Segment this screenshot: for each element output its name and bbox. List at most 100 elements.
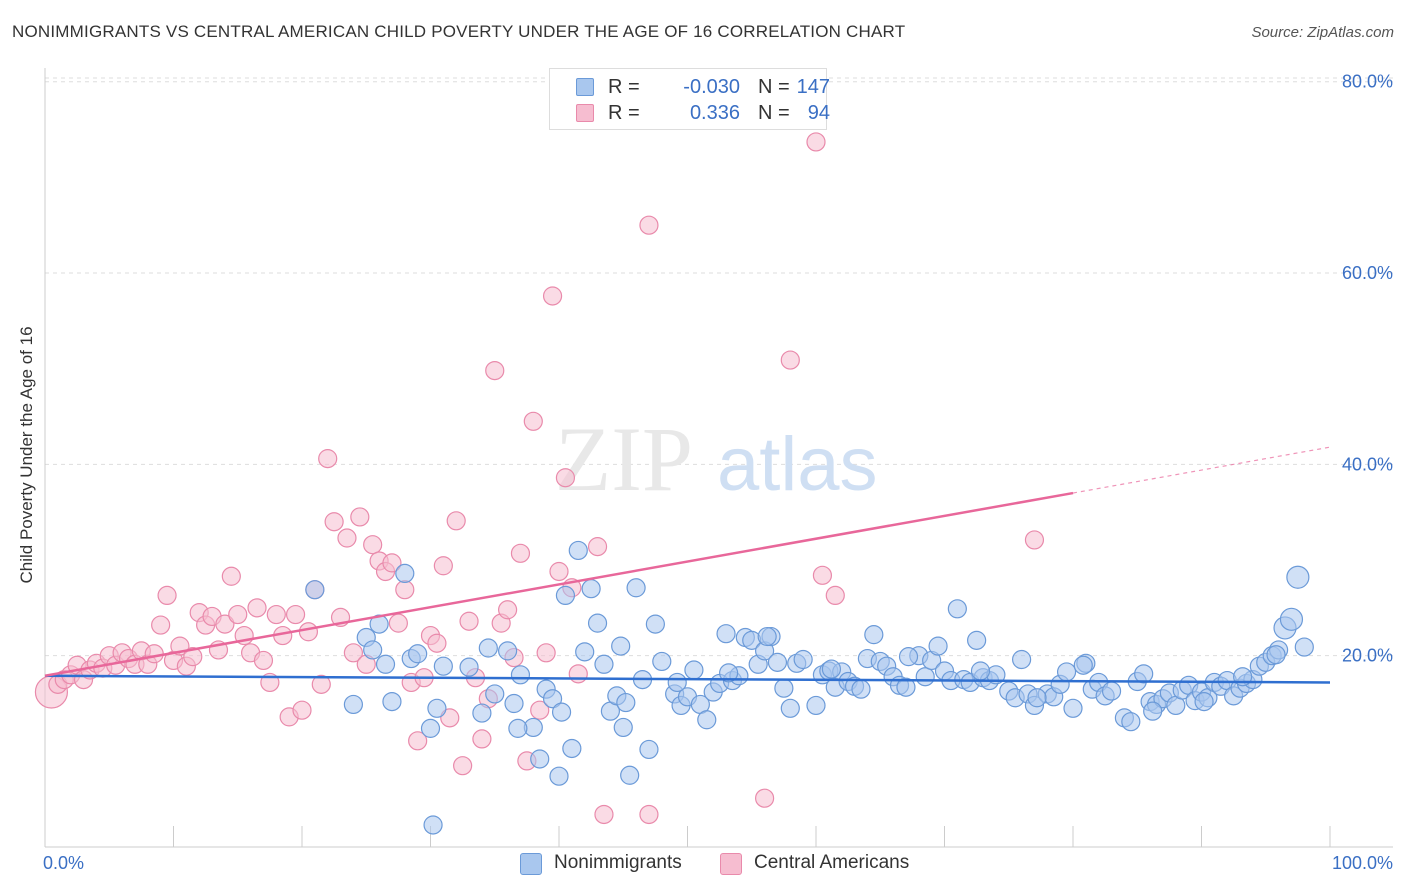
nonimmigrants-point (408, 644, 428, 664)
central-americans-point (1024, 530, 1045, 550)
central-americans-trend-extension (1072, 446, 1331, 494)
nonimmigrants-point (967, 630, 987, 650)
legend-label-central-americans: Central Americans (754, 852, 910, 873)
nonimmigrants-points (305, 540, 1314, 835)
nonimmigrants-point (433, 656, 453, 676)
central-americans-point (568, 664, 588, 684)
nonimmigrants-point (757, 626, 777, 647)
n-label: N = (758, 76, 790, 98)
r-label: R = (608, 76, 640, 98)
nonimmigrants-point (555, 585, 576, 606)
blue-swatch (520, 853, 542, 875)
central-americans-point (555, 468, 576, 488)
blue-swatch (576, 78, 594, 96)
nonimmigrants-point (1011, 649, 1032, 670)
central-americans-point (151, 615, 171, 635)
nonimmigrants-point (472, 703, 492, 723)
nonimmigrants-point (1056, 662, 1077, 682)
y-tick-label: 60.0% (1342, 263, 1393, 283)
nonimmigrants-point (767, 652, 788, 672)
nonimmigrants-point (508, 718, 528, 738)
nonimmigrants-point (427, 698, 447, 718)
nonimmigrants-point (613, 717, 633, 738)
axes (44, 68, 1393, 848)
x-tick-label: 100.0% (1332, 853, 1393, 873)
chart-title: NONIMMIGRANTS VS CENTRAL AMERICAN CHILD … (12, 22, 906, 41)
nonimmigrants-point (896, 677, 916, 697)
central-americans-point (825, 585, 845, 606)
n-label: N = (758, 102, 790, 124)
nonimmigrants-point (716, 624, 736, 644)
nonimmigrants-point (568, 540, 588, 561)
central-americans-point (485, 360, 505, 381)
central-americans-point (472, 729, 492, 749)
nonimmigrants-point (1134, 664, 1154, 684)
central-americans-point (144, 644, 164, 664)
central-americans-point (536, 643, 556, 663)
watermark-zip: ZIP (555, 408, 693, 510)
correlation-legend: R = -0.030 N = 147 R = 0.336 N = 94 (549, 68, 830, 130)
nonimmigrants-point (478, 638, 498, 658)
nonimmigrants-point (851, 679, 871, 699)
y-axis-label: Child Poverty Under the Age of 16 (17, 326, 36, 584)
central-americans-point (510, 543, 531, 563)
nonimmigrants-point (898, 647, 919, 667)
central-americans-point (639, 215, 659, 235)
r-value: -0.030 (683, 76, 740, 98)
central-americans-point (780, 350, 800, 370)
nonimmigrants-point (1266, 645, 1286, 665)
nonimmigrants-point (652, 651, 672, 672)
nonimmigrants-point (363, 640, 383, 660)
central-americans-point (382, 553, 402, 573)
nonimmigrants-point (375, 654, 396, 674)
central-americans-point (440, 708, 460, 728)
n-value: 94 (807, 102, 830, 124)
central-americans-point (408, 731, 428, 751)
nonimmigrants-point (542, 689, 563, 709)
grid-lines (45, 77, 1393, 657)
nonimmigrants-point (1121, 712, 1141, 732)
central-americans-point (292, 700, 312, 720)
x-tick-label: 0.0% (43, 853, 84, 873)
central-americans-point (228, 604, 248, 625)
central-americans-point (594, 804, 614, 825)
y-tick-label: 20.0% (1342, 646, 1393, 666)
central-americans-point (247, 598, 267, 618)
central-americans-point (253, 650, 274, 671)
central-americans-point (363, 535, 383, 555)
central-americans-point (221, 566, 241, 586)
nonimmigrants-point (626, 578, 646, 598)
nonimmigrants-point (639, 739, 659, 760)
central-americans-point (324, 512, 344, 532)
y-tick-label: 40.0% (1342, 454, 1393, 474)
central-americans-point (523, 411, 543, 431)
nonimmigrants-point (1143, 701, 1163, 721)
nonimmigrants-point (928, 636, 948, 656)
nonimmigrants-point (1279, 607, 1304, 631)
nonimmigrants-point (530, 749, 550, 769)
nonimmigrants-point (780, 698, 800, 718)
nonimmigrants-point (611, 636, 631, 656)
nonimmigrants-point (305, 580, 325, 600)
nonimmigrants-point (821, 659, 842, 679)
nonimmigrants-point (498, 641, 518, 661)
central-americans-point (549, 561, 569, 582)
y-tick-label: 80.0% (1342, 72, 1393, 92)
nonimmigrants-point (504, 693, 524, 714)
central-americans-point (343, 643, 363, 663)
nonimmigrants-point (970, 661, 991, 681)
nonimmigrants-point (382, 691, 402, 712)
central-americans-point (542, 286, 563, 306)
nonimmigrants-point (793, 649, 813, 670)
nonimmigrants-point (620, 765, 640, 785)
central-americans-point (433, 556, 453, 576)
nonimmigrants-point (915, 667, 935, 687)
nonimmigrants-point (562, 738, 582, 759)
source-label: Source: ZipAtlas.com (1251, 24, 1394, 41)
nonimmigrants-point (395, 563, 415, 584)
central-americans-point (639, 804, 659, 825)
pink-swatch (576, 104, 594, 122)
nonimmigrants-point (485, 684, 505, 704)
nonimmigrants-point (510, 665, 531, 685)
